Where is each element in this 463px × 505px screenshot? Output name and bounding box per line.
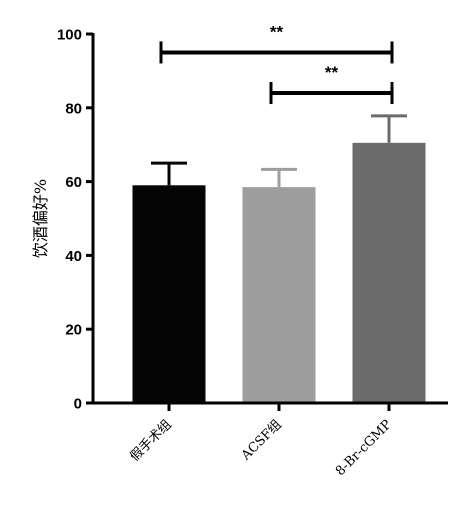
error-bars — [151, 114, 407, 188]
bar — [242, 187, 316, 403]
significance-label: ** — [270, 22, 284, 41]
y-tick-label: 40 — [65, 248, 82, 265]
x-category-label: ACSF组 — [238, 417, 285, 464]
x-category-label: 8-Br-cGMP — [333, 417, 395, 479]
x-category-label: 假手术组 — [127, 417, 174, 464]
y-tick-label: 80 — [65, 100, 82, 117]
y-axis-title: 饮酒偏好% — [31, 179, 50, 258]
bars — [132, 142, 426, 404]
y-tick-label: 100 — [57, 27, 82, 44]
significance-brackets: ** ** — [159, 22, 394, 105]
y-axis-ticks: 0 20 40 60 80 100 — [57, 27, 93, 413]
y-tick-label: 60 — [65, 174, 82, 191]
bar — [352, 142, 426, 404]
y-tick-label: 20 — [65, 322, 82, 339]
y-tick-label: 0 — [74, 396, 82, 413]
bar — [132, 185, 206, 403]
significance-label: ** — [325, 63, 339, 82]
x-axis-labels: 假手术组 ACSF组 8-Br-cGMP — [127, 403, 395, 479]
